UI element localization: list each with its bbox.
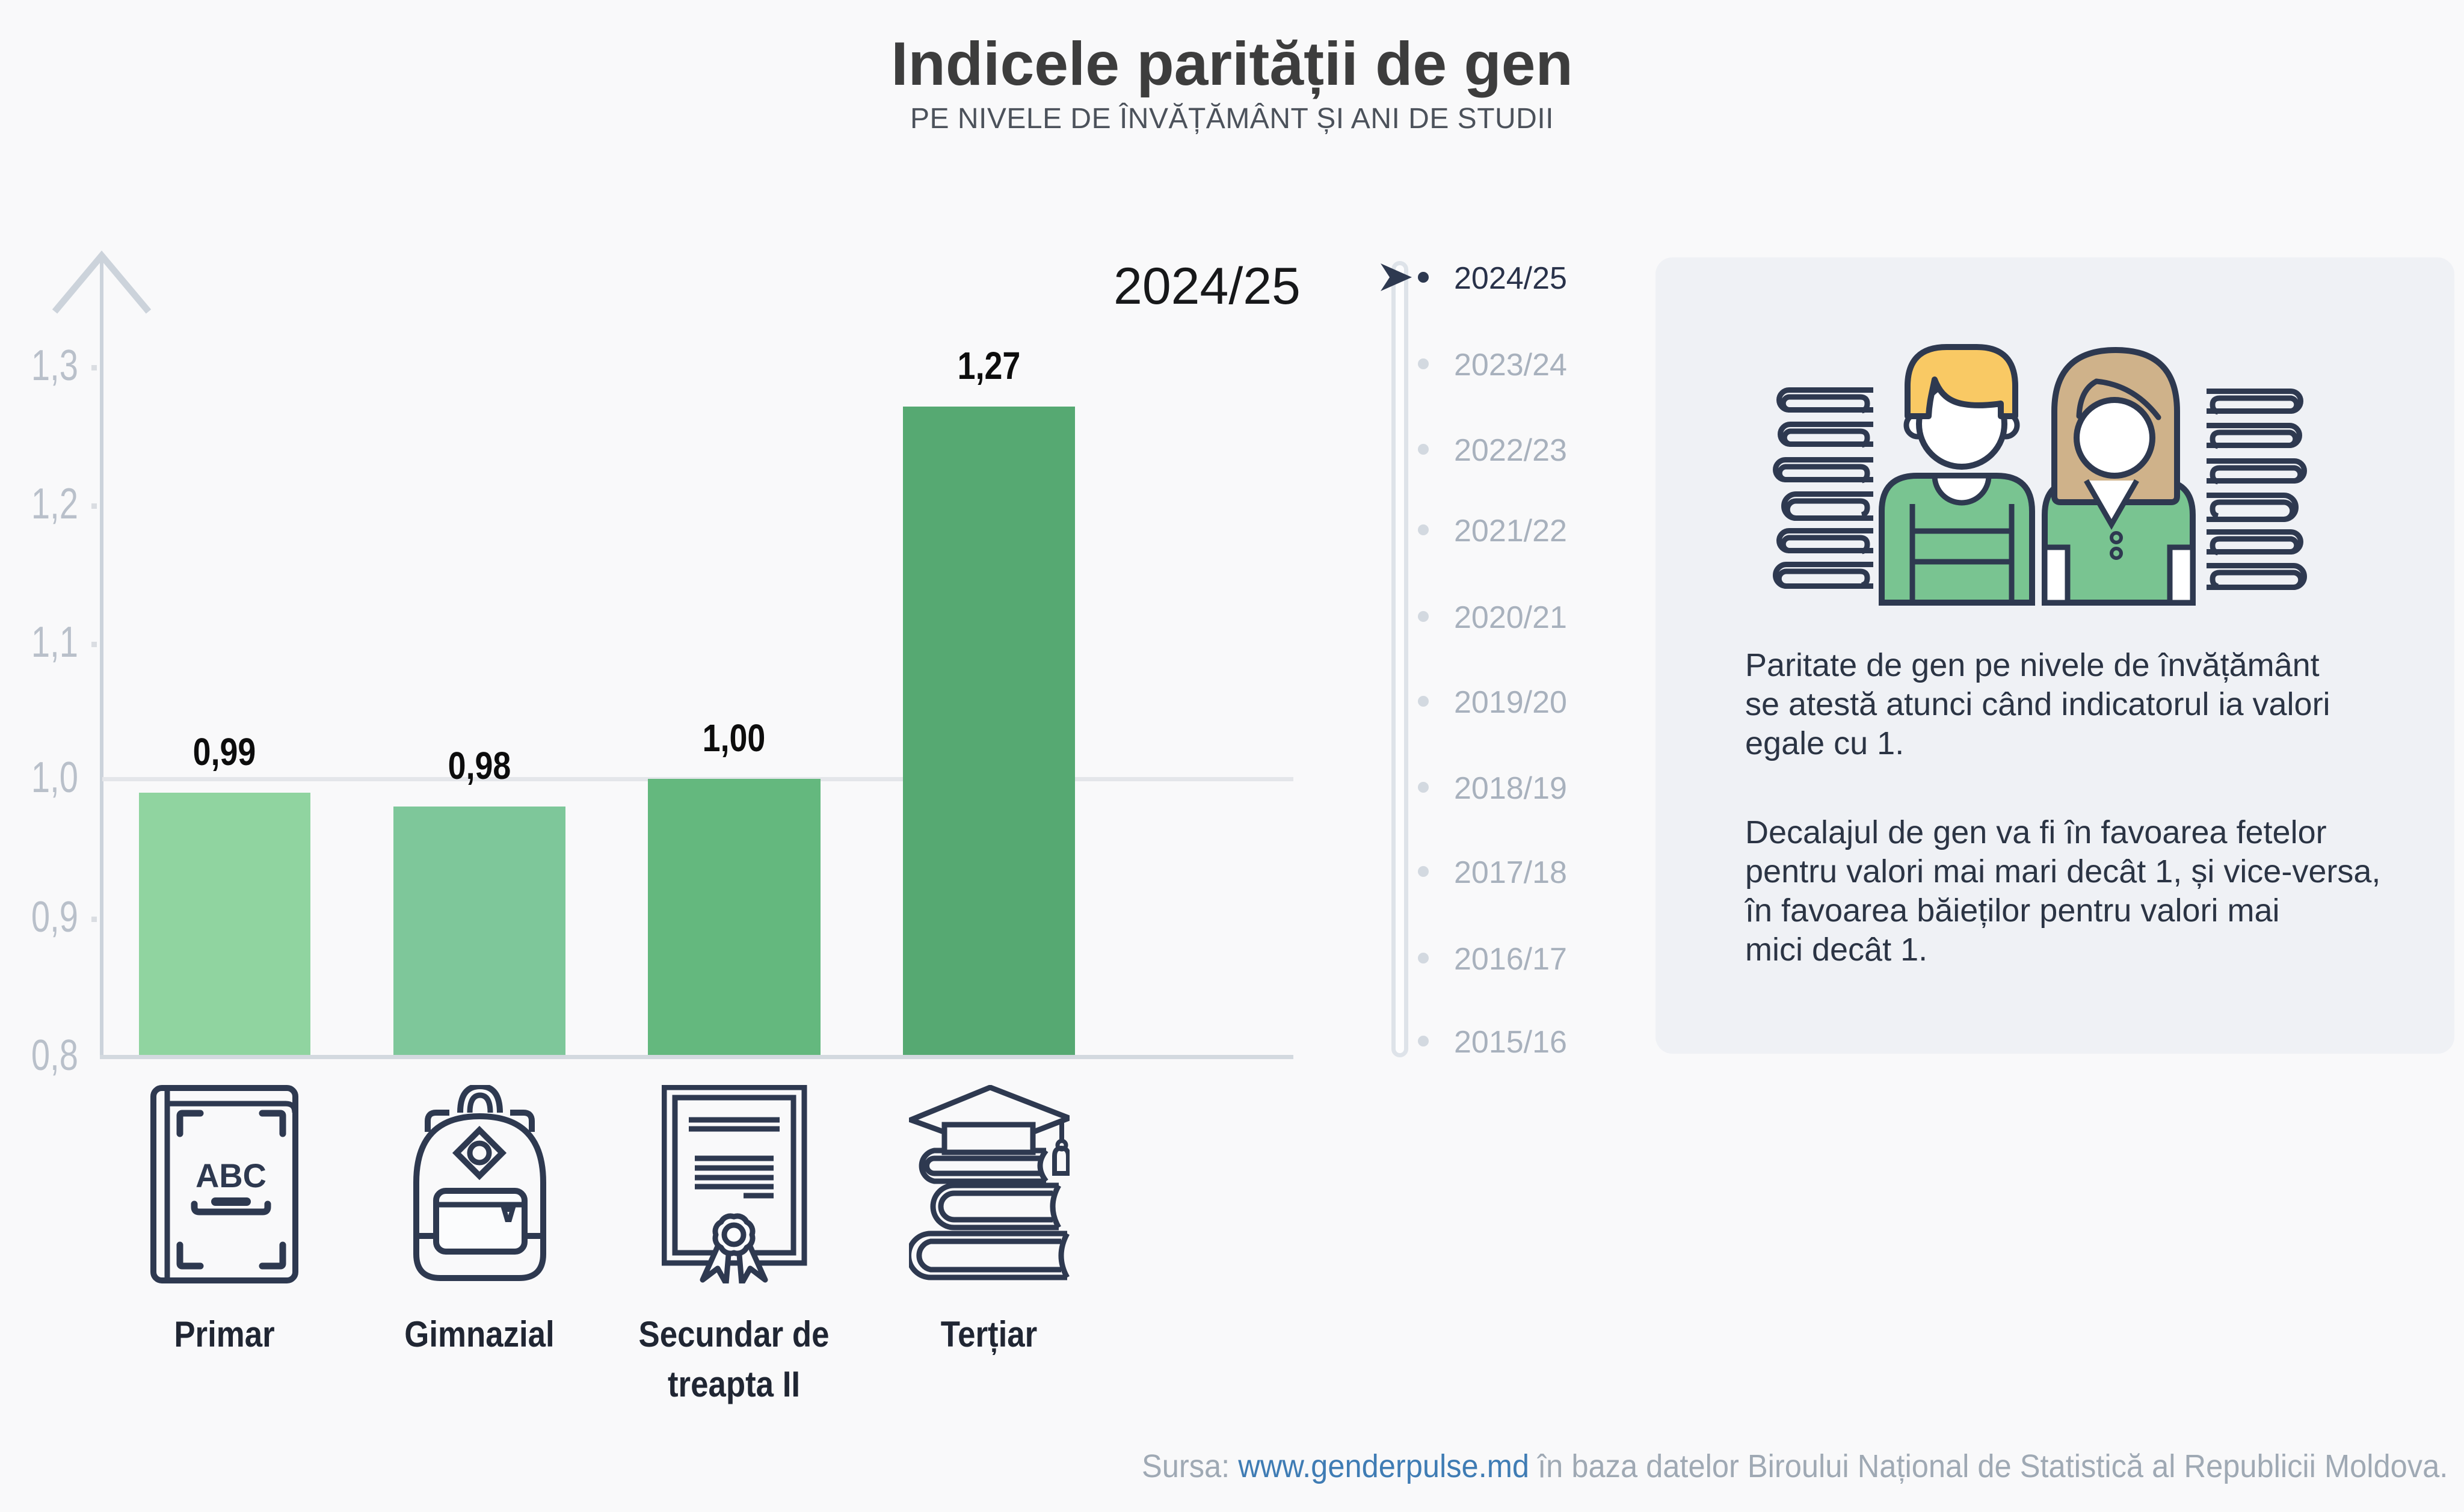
svg-text:ABC: ABC: [196, 1157, 266, 1194]
